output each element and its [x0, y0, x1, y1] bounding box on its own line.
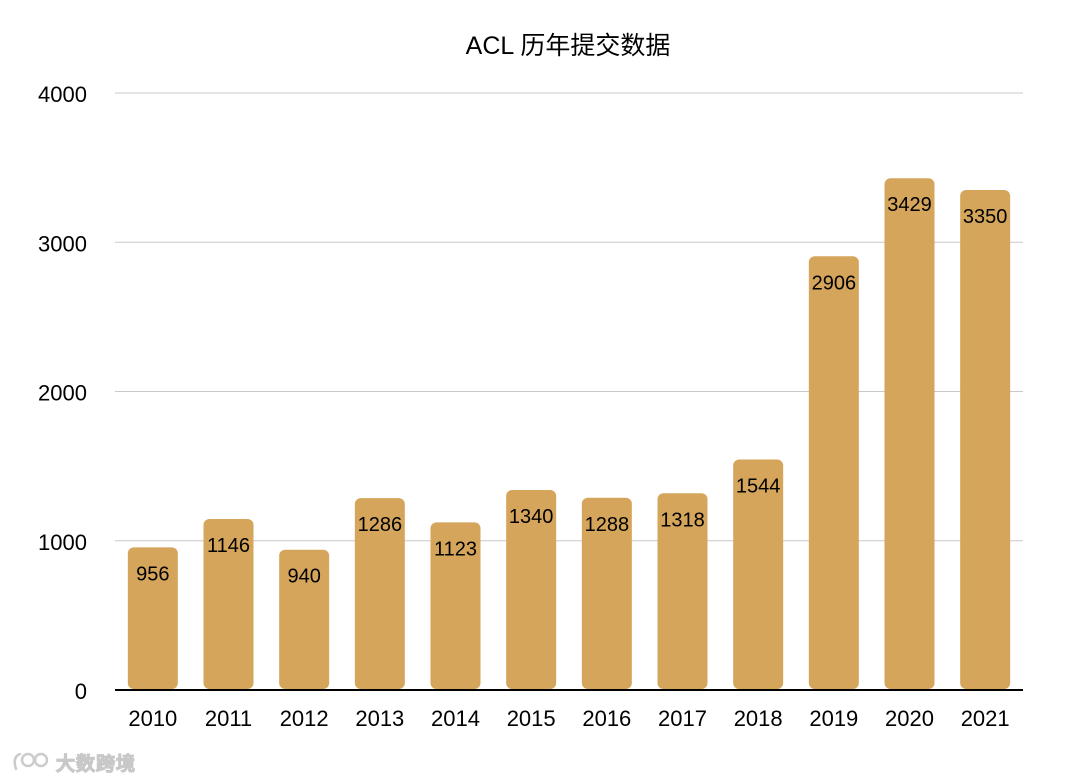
data-labels: 956 1146 940 1286 1123 1340 1288 1318 1544 2906 34… [136, 194, 1007, 587]
x-tick-label-2011: 2011 [205, 706, 252, 731]
bar-2017 [657, 493, 708, 689]
x-axis-ticks: 2010 2011 2012 2013 2014 2015 2016 2017 2018 2019… [128, 706, 1009, 731]
bar-2012 [279, 549, 330, 689]
data-label-2015: 1340 [509, 506, 554, 528]
x-tick-label-2014: 2014 [431, 706, 480, 731]
data-label-2016: 1288 [585, 514, 630, 536]
bar-2019 [808, 256, 859, 689]
x-tick-label-2012: 2012 [280, 706, 329, 731]
x-tick-label-2020: 2020 [885, 706, 934, 731]
data-label-2018: 1544 [736, 476, 781, 498]
chart-title: ACL 历年提交数据 [466, 32, 671, 60]
x-tick-label-2021: 2021 [961, 706, 1010, 731]
y-axis-ticks: 0 1000 2000 3000 4000 [38, 82, 87, 704]
bar-2014 [430, 522, 481, 689]
bar-2013 [354, 498, 405, 689]
x-tick-label-2017: 2017 [658, 706, 707, 731]
bar-2020 [884, 178, 935, 690]
data-label-2013: 1286 [358, 514, 403, 536]
x-tick-label-2016: 2016 [582, 706, 631, 731]
data-label-2010: 956 [136, 563, 169, 585]
data-label-2012: 940 [287, 566, 320, 588]
data-label-2021: 3350 [963, 206, 1008, 228]
x-tick-label-2019: 2019 [809, 706, 858, 731]
bar-2016 [581, 497, 632, 689]
x-tick-label-2015: 2015 [507, 706, 556, 731]
y-tick-label: 4000 [38, 82, 87, 107]
y-tick-label: 3000 [38, 231, 87, 256]
y-tick-label: 0 [75, 679, 87, 704]
y-tick-label: 1000 [38, 530, 87, 555]
watermark: 大数跨境 [10, 748, 136, 776]
gridlines [115, 92, 1023, 542]
data-label-2017: 1318 [660, 509, 705, 531]
watermark-text: 大数跨境 [55, 752, 137, 775]
bar-2021 [960, 190, 1011, 689]
bar-2011 [203, 518, 254, 689]
x-tick-label-2018: 2018 [734, 706, 783, 731]
data-label-2019: 2906 [812, 272, 857, 294]
bars [127, 178, 1011, 690]
x-tick-label-2010: 2010 [128, 706, 177, 731]
data-label-2011: 1146 [207, 535, 250, 557]
data-label-2014: 1123 [434, 538, 477, 560]
bar-2010 [127, 547, 178, 689]
x-tick-label-2013: 2013 [355, 706, 404, 731]
y-tick-label: 2000 [38, 381, 87, 406]
logo-icon [13, 752, 49, 771]
bar-2015 [506, 490, 557, 689]
data-label-2020: 3429 [887, 194, 932, 216]
bar-2018 [733, 459, 784, 689]
